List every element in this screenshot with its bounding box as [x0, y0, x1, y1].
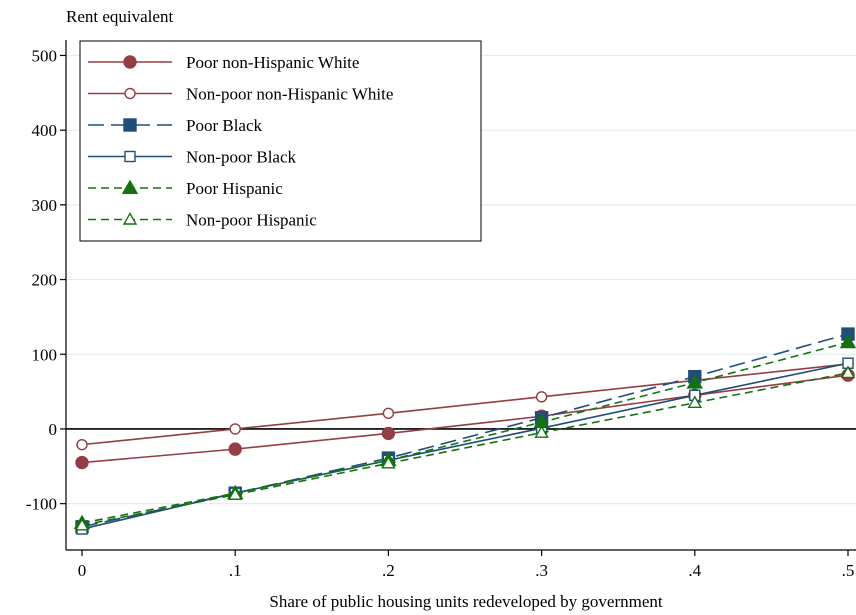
legend-marker — [123, 118, 137, 132]
legend-box — [79, 40, 482, 242]
data-point — [686, 374, 704, 389]
data-point — [382, 407, 395, 419]
data-point — [839, 333, 856, 349]
series-line — [81, 374, 849, 464]
data-point — [76, 438, 88, 451]
legend-label: Non-poor Hispanic — [186, 211, 317, 230]
series-2 — [76, 358, 854, 451]
series-1 — [75, 368, 855, 470]
axes — [60, 40, 856, 556]
series-3 — [75, 327, 855, 534]
y-tick-label: -100 — [26, 495, 57, 514]
legend-label: Poor Hispanic — [186, 179, 283, 198]
x-tick-label: .3 — [535, 561, 548, 580]
x-tick-label: .5 — [842, 561, 855, 580]
data-point — [74, 517, 90, 531]
legend-marker — [124, 87, 136, 100]
series-group — [73, 327, 856, 535]
y-tick-label: 0 — [49, 420, 58, 439]
series-line — [81, 341, 849, 524]
y-tick-label: 300 — [32, 196, 58, 215]
series-line — [81, 372, 849, 527]
data-point — [227, 487, 243, 500]
legend: Poor non-Hispanic White Non-poor non-Hisp… — [79, 40, 482, 242]
data-point — [229, 423, 241, 435]
data-point — [534, 425, 549, 438]
y-tick-label: 200 — [32, 271, 58, 290]
x-tick-label: 0 — [78, 561, 87, 580]
data-point — [75, 455, 89, 470]
x-tick-label: .1 — [229, 561, 242, 580]
legend-marker — [124, 150, 136, 163]
x-tick-label: .2 — [382, 561, 395, 580]
y-tick-label: 400 — [32, 121, 58, 140]
legend-label: Poor Black — [186, 116, 263, 135]
legend-label: Non-poor Black — [186, 148, 297, 167]
data-point — [535, 391, 548, 403]
series-6 — [74, 365, 856, 531]
legend-marker — [121, 179, 139, 194]
data-point — [381, 455, 396, 469]
x-tick-label: .4 — [688, 561, 701, 580]
y-tick-label: 100 — [32, 345, 58, 364]
data-point — [381, 426, 396, 441]
y-tick-label: 500 — [32, 46, 58, 65]
series-4 — [76, 357, 854, 535]
y-axis-title: Rent equivalent — [66, 7, 173, 26]
series-line — [81, 333, 849, 528]
tick-labels: -100 0 100 200 300 400 500 0 .1 .2 .3 .4 .5 — [26, 46, 855, 580]
data-point — [228, 442, 242, 456]
data-point — [840, 365, 856, 379]
x-axis-title: Share of public housing units redevelope… — [269, 592, 663, 611]
legend-marker — [123, 55, 137, 69]
legend-marker — [122, 212, 138, 225]
series-line — [81, 363, 849, 446]
legend-label: Non-poor non-Hispanic White — [186, 85, 393, 104]
data-point — [687, 395, 703, 409]
legend-label: Poor non-Hispanic White — [186, 53, 359, 72]
